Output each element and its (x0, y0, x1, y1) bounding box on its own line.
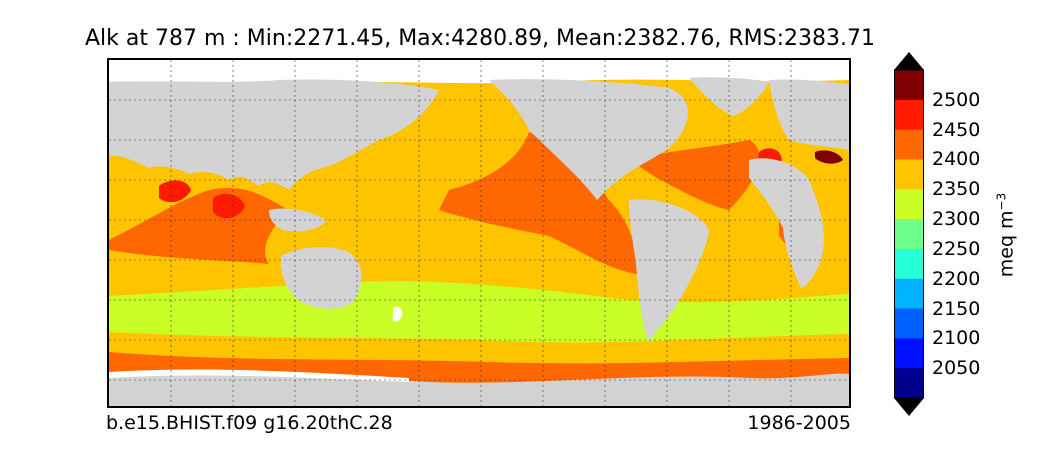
band-2400-pacific (439, 132, 638, 274)
land-australia (280, 247, 362, 309)
colorbar-segment (894, 278, 924, 310)
land-africa-west (749, 158, 824, 288)
land-north-america (489, 79, 688, 200)
colorbar-segment (894, 248, 924, 280)
land-maritime-se-asia (269, 208, 327, 232)
land-europe-north (769, 79, 849, 150)
colorbar-tick-label: 2450 (932, 118, 981, 141)
colorbar-segment (894, 368, 924, 399)
colorbar-tick-label: 2400 (932, 148, 981, 171)
colorbar-segment (894, 159, 924, 190)
colorbar-tick-label: 2500 (932, 88, 981, 111)
colorbar-segment (894, 189, 924, 220)
band-2450-bengal (213, 193, 245, 219)
period-label: 1986-2005 (747, 412, 851, 434)
band-2450-arabian (159, 180, 191, 203)
sea-ice-north (109, 60, 849, 85)
colorbar-segment (894, 70, 924, 101)
colorbar-tick-label: 2300 (932, 208, 981, 231)
sea-ice-south (109, 369, 409, 382)
colorbar-segment (894, 99, 924, 131)
band-2500-med (815, 150, 843, 164)
colorbar-segment (894, 338, 924, 369)
run-id-label: b.e15.BHIST.f09 g16.20thC.28 (106, 412, 393, 434)
colorbar-units: meq m−3 (994, 192, 1018, 278)
colorbar-tick-label: 2250 (932, 237, 981, 260)
ocean-alkalinity-map (109, 60, 849, 406)
colorbar-segment (894, 219, 924, 250)
antarctica (109, 373, 849, 406)
band-2300-south (109, 281, 849, 343)
colorbar-tick-label: 2050 (932, 357, 981, 380)
graticule (109, 60, 849, 406)
colorbar-segment (894, 129, 924, 160)
land-eurasia (109, 79, 439, 190)
band-2400-atlantic (629, 140, 760, 210)
colorbar-extend-bottom (894, 398, 924, 416)
land-south-america (629, 199, 709, 342)
land-new-zealand (392, 306, 403, 322)
colorbar-extend-top (894, 52, 924, 70)
colorbar (894, 52, 924, 416)
colorbar-segment (894, 308, 924, 339)
band-2400-southern-indian (109, 200, 709, 296)
colorbar-tick-label: 2100 (932, 327, 981, 350)
colorbar-tick-label: 2350 (932, 178, 981, 201)
colorbar-tick-label: 2150 (932, 297, 981, 320)
colorbar-tick-label: 2200 (932, 267, 981, 290)
figure-title: Alk at 787 m : Min:2271.45, Max:4280.89,… (84, 26, 875, 51)
map-panel (107, 58, 851, 408)
